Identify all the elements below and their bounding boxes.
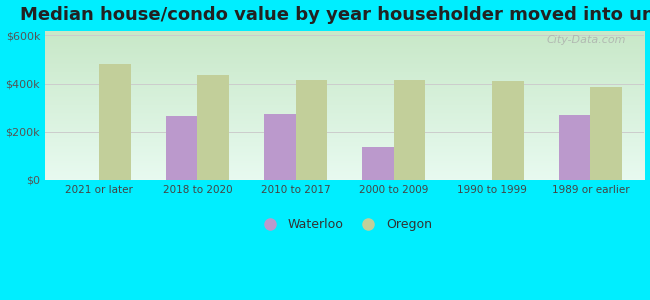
Text: City-Data.com: City-Data.com [547,35,627,45]
Bar [363,147,394,180]
Legend: Waterloo, Oregon: Waterloo, Oregon [253,213,437,236]
Bar [166,116,198,180]
Bar [492,81,524,180]
Bar [590,87,622,180]
Bar [198,75,229,180]
Bar [264,114,296,180]
Bar [296,80,327,180]
Bar [394,80,425,180]
Bar [559,115,590,180]
Bar [99,64,131,180]
Title: Median house/condo value by year householder moved into unit: Median house/condo value by year househo… [20,6,650,24]
